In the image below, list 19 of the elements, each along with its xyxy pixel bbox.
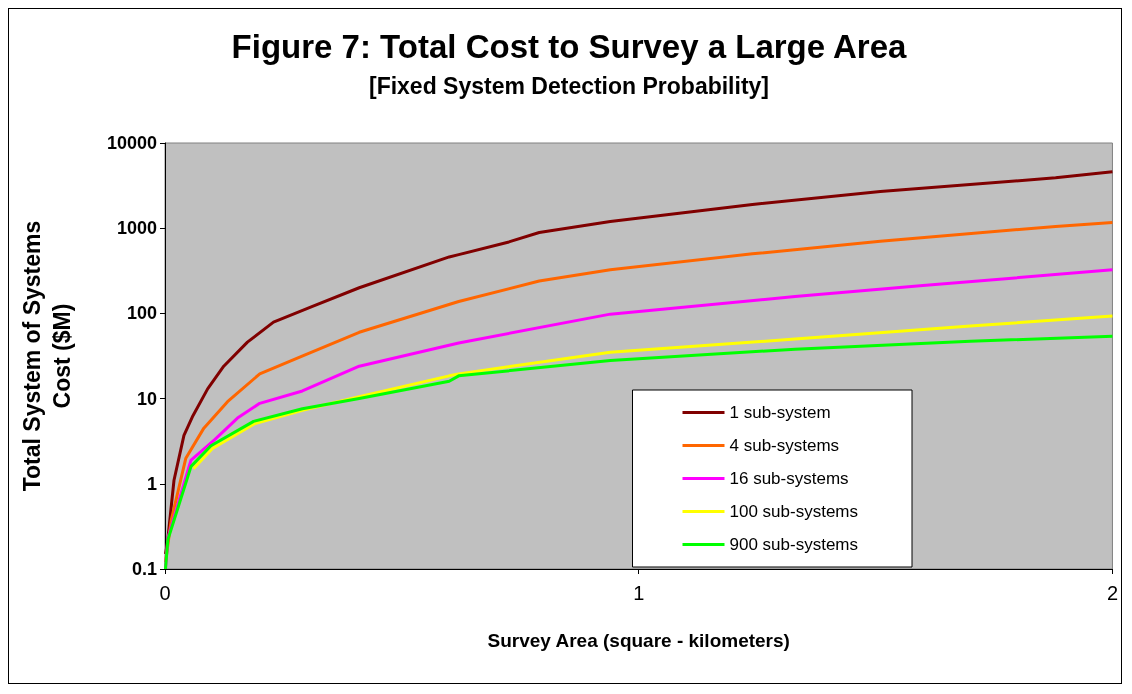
chart-title: Figure 7: Total Cost to Survey a Large Area: [231, 28, 908, 65]
chart-subtitle: [Fixed System Detection Probability]: [368, 72, 770, 99]
legend-label: 4 sub-systems: [729, 436, 840, 455]
y-tick-label: 1000: [116, 218, 157, 239]
legend-label: 16 sub-systems: [729, 469, 849, 488]
legend-label: 1 sub-system: [729, 403, 831, 422]
x-tick-label: 2: [1106, 582, 1118, 604]
y-tick-label: 100: [126, 303, 157, 324]
y-axis-title: Total System of Systems Cost ($M): [19, 220, 75, 492]
x-tick-label: 1: [633, 582, 645, 604]
y-tick-label: 1: [146, 473, 157, 494]
y-tick-label: 10000: [106, 133, 157, 153]
y-tick-label: 10: [136, 388, 157, 409]
legend-label: 900 sub-systems: [729, 535, 858, 554]
y-tick-label: 0.1: [131, 559, 157, 579]
x-axis-title: Survey Area (square - kilometers): [487, 630, 790, 651]
line-series: [191, 314, 1114, 471]
legend-label: 100 sub-systems: [729, 502, 858, 521]
x-tick-label: 0: [159, 582, 171, 604]
